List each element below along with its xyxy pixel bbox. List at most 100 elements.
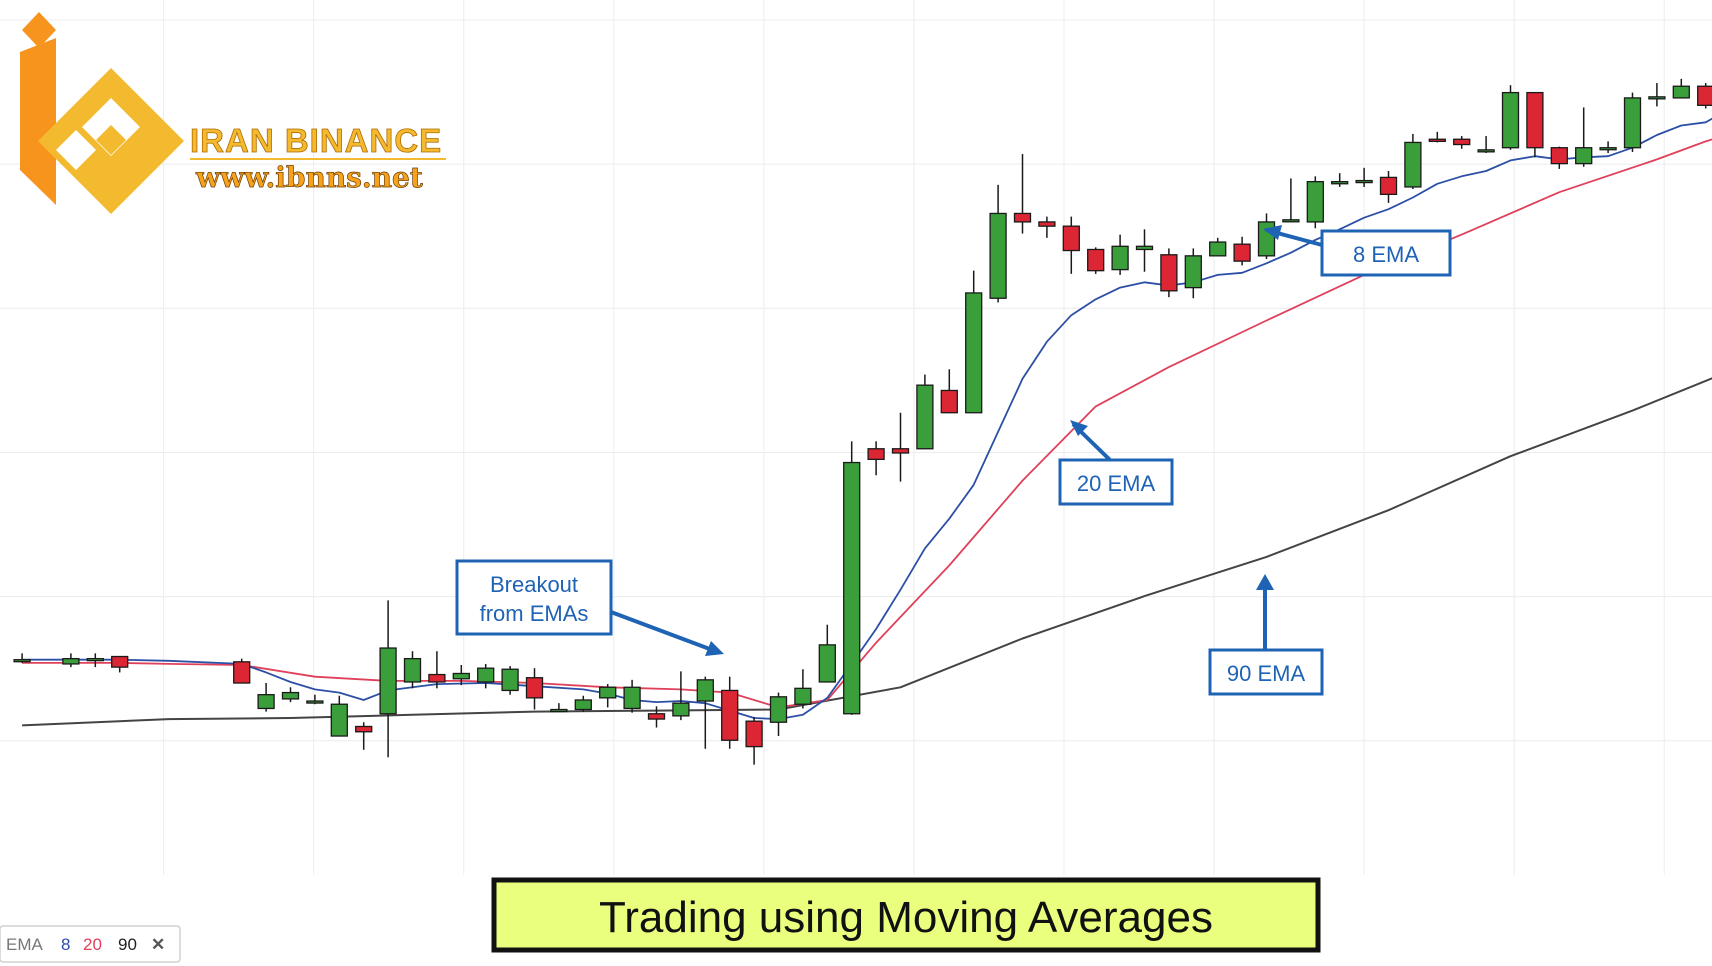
candle <box>672 671 690 721</box>
candle <box>525 668 544 710</box>
candle-body-up <box>696 679 714 702</box>
candle <box>1599 141 1617 154</box>
callout-8-ema: 8 EMA <box>1263 225 1452 277</box>
candle <box>428 651 446 689</box>
candle <box>1355 167 1373 187</box>
candle-body-up <box>1209 241 1227 257</box>
candle <box>965 270 983 414</box>
candle <box>306 694 324 705</box>
candle-body-up <box>965 292 983 414</box>
callout-20-ema-arrowhead <box>1070 420 1088 436</box>
candle <box>794 669 812 709</box>
candle-body-up <box>1184 255 1202 289</box>
candle-body-down <box>233 661 251 684</box>
callout-8-ema-label: 8 EMA <box>1353 242 1419 267</box>
candle <box>745 716 763 765</box>
candle-body-down <box>745 720 763 748</box>
iran-binance-logo: IRAN BINANCE www.ibnns.net <box>20 12 446 214</box>
callout-90-ema: 90 EMA <box>1208 574 1324 696</box>
ema-legend-period-90: 90 <box>118 935 137 954</box>
candle-body-down <box>1038 221 1056 227</box>
candle-body-up <box>794 687 812 705</box>
candle-body-up <box>1331 180 1349 185</box>
candle <box>1526 91 1544 158</box>
candle-body-down <box>867 448 885 461</box>
ema-20-line <box>22 138 1712 709</box>
candle <box>818 624 836 683</box>
logo-brand: IRAN BINANCE <box>190 122 442 159</box>
candle-body-up <box>281 691 300 700</box>
candle-body-up <box>1282 219 1300 223</box>
candle <box>1428 131 1446 143</box>
candle <box>1209 237 1227 257</box>
candle <box>1453 136 1471 149</box>
callout-breakout-arrowhead <box>705 641 724 656</box>
candle-body-up <box>1355 179 1373 184</box>
logo-bar <box>20 38 56 205</box>
candle <box>721 676 739 749</box>
candle <box>257 683 275 712</box>
candle-body-up <box>1257 221 1276 257</box>
candle-body-down <box>1428 138 1446 143</box>
candle <box>696 676 714 749</box>
candle <box>1404 133 1422 190</box>
candle <box>1550 146 1568 169</box>
ema-8-line <box>22 117 1712 720</box>
candle-body-down <box>1526 91 1544 149</box>
candle <box>1013 154 1032 234</box>
callout-90-ema-label: 90 EMA <box>1227 661 1306 686</box>
candle <box>477 663 495 689</box>
candle-body-down <box>721 689 739 741</box>
candle <box>647 706 666 728</box>
callout-20-ema-box <box>1058 458 1174 506</box>
candle-body-up <box>379 647 397 715</box>
candle <box>599 684 617 708</box>
candle <box>916 374 934 450</box>
candle-body-up <box>1575 147 1593 165</box>
candle-body-up <box>477 667 495 683</box>
candle-body-up <box>989 212 1007 299</box>
candle <box>1257 213 1276 260</box>
candle <box>111 655 129 673</box>
candle <box>1135 229 1154 272</box>
candle <box>86 653 104 668</box>
ema-legend-close-icon[interactable]: ✕ <box>151 935 165 954</box>
candle <box>940 369 958 414</box>
candle <box>1379 171 1398 203</box>
callout-90-ema-box <box>1208 648 1324 696</box>
candle-body-up <box>1111 245 1129 271</box>
candle-body-down <box>891 448 910 454</box>
candle-body-down <box>355 725 373 733</box>
candle-body-down <box>428 673 446 683</box>
candle <box>623 679 641 713</box>
candle-body-up <box>306 700 324 704</box>
candle <box>1111 234 1129 275</box>
candle <box>550 703 568 713</box>
logo-url: www.ibnns.net <box>195 161 423 194</box>
candle-body-up <box>452 672 470 680</box>
candle <box>233 658 251 684</box>
candle-body-up <box>1672 85 1690 99</box>
ema-series-90-ema <box>22 377 1712 727</box>
candle <box>1062 216 1080 274</box>
candle-body-down <box>1062 225 1080 252</box>
candle <box>1184 248 1202 299</box>
candle <box>1038 216 1056 238</box>
candle-body-up <box>623 686 641 710</box>
candle-body-up <box>1477 149 1495 153</box>
candle <box>1331 173 1349 187</box>
candle <box>62 653 80 668</box>
ema-legend[interactable]: EMA 8 20 90 ✕ <box>0 925 181 963</box>
candle-body-up <box>257 694 275 710</box>
candle-body-down <box>1233 243 1251 262</box>
candle <box>1697 83 1712 109</box>
candle <box>867 441 885 476</box>
candle-body-up <box>550 708 568 713</box>
candle <box>1282 178 1300 223</box>
candle-body-down <box>940 389 958 414</box>
candle-body-up <box>62 657 80 665</box>
chart-title: Trading using Moving Averages <box>599 893 1213 942</box>
candle <box>1623 92 1642 152</box>
candle-body-up <box>1306 180 1324 223</box>
